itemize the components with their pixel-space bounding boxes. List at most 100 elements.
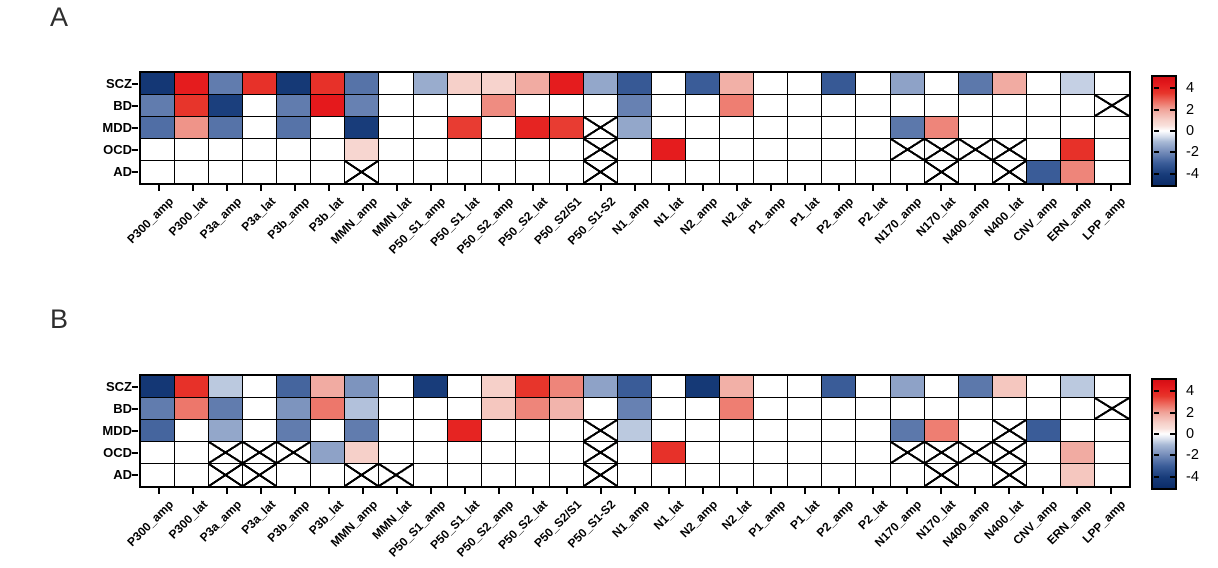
heatmap-cell <box>243 376 278 398</box>
colorbar-tick-label: 4 <box>1186 80 1195 97</box>
colorbar-tick <box>1153 172 1159 175</box>
heatmap-cell <box>1060 73 1095 95</box>
heatmap-cell <box>720 398 755 420</box>
x-axis-tick <box>668 185 671 191</box>
colorbar-tick-label: 4 <box>1186 383 1195 400</box>
x-axis-tick <box>1110 488 1113 494</box>
heatmap-cell <box>447 398 482 420</box>
heatmap-cell <box>311 442 346 464</box>
heatmap-cell <box>209 420 244 442</box>
heatmap-cell <box>992 376 1027 398</box>
heatmap-cell <box>345 139 380 161</box>
heatmap-cell <box>924 95 959 117</box>
heatmap-cell <box>311 376 346 398</box>
heatmap-cell <box>754 420 789 442</box>
heatmap-cell-x-marker <box>924 139 959 161</box>
colorbar-tick <box>1153 151 1159 154</box>
x-axis-tick <box>565 185 568 191</box>
heatmap-cell <box>924 73 959 95</box>
heatmap-cell <box>243 117 278 139</box>
heatmap-cell <box>617 442 653 464</box>
heatmap-cell <box>447 161 482 183</box>
heatmap-cell <box>413 376 448 398</box>
heatmap-cell <box>652 139 687 161</box>
colorbar-tick <box>1169 151 1175 154</box>
heatmap-cell <box>549 161 584 183</box>
heatmap-cell-x-marker <box>345 161 380 183</box>
x-axis-tick <box>225 185 228 191</box>
heatmap-cell <box>243 398 278 420</box>
heatmap-cell-x-marker <box>992 442 1027 464</box>
heatmap-b <box>139 374 1131 488</box>
heatmap-cell <box>549 464 584 486</box>
row-label-mdd: MDD <box>102 423 132 438</box>
heatmap-cell <box>720 376 755 398</box>
heatmap-cell-x-marker <box>277 442 312 464</box>
heatmap-cell <box>617 95 653 117</box>
heatmap-cell-x-marker <box>209 464 244 486</box>
x-axis-tick <box>804 488 807 494</box>
heatmap-cell <box>583 95 618 117</box>
heatmap-cell <box>413 117 448 139</box>
heatmap-cell <box>754 161 789 183</box>
heatmap-cell <box>481 139 516 161</box>
colorbar-tick-label: 0 <box>1186 123 1195 139</box>
heatmap-cell <box>890 117 925 139</box>
x-axis-tick <box>599 185 602 191</box>
heatmap-cell <box>175 73 210 95</box>
heatmap-cell <box>1060 376 1095 398</box>
heatmap-cell <box>515 117 550 139</box>
heatmap-cell <box>788 139 823 161</box>
x-axis-tick <box>191 488 194 494</box>
heatmap-cell <box>754 398 789 420</box>
heatmap-cell <box>822 464 857 486</box>
heatmap-cell <box>856 420 891 442</box>
x-axis-tick <box>736 488 739 494</box>
x-axis-tick <box>497 185 500 191</box>
heatmap-cell <box>720 161 755 183</box>
heatmap-cell <box>754 139 789 161</box>
x-axis-tick <box>463 488 466 494</box>
heatmap-cell <box>345 73 380 95</box>
heatmap-cell-x-marker <box>1094 398 1129 420</box>
heatmap-cell <box>379 73 414 95</box>
y-axis-tick <box>132 408 138 411</box>
x-axis-tick <box>395 488 398 494</box>
y-axis-tick <box>132 386 138 389</box>
heatmap-cell <box>243 139 278 161</box>
x-axis-tick <box>1042 185 1045 191</box>
heatmap-cell <box>958 117 993 139</box>
x-axis-tick <box>770 185 773 191</box>
heatmap-cell <box>1094 161 1129 183</box>
x-axis-tick <box>974 185 977 191</box>
heatmap-cell <box>686 442 721 464</box>
heatmap-cell <box>788 376 823 398</box>
x-axis-tick <box>259 185 262 191</box>
heatmap-cell <box>890 420 925 442</box>
heatmap-cell <box>1060 117 1095 139</box>
colorbar-tick-label: 2 <box>1186 404 1195 421</box>
heatmap-cell <box>311 398 346 420</box>
heatmap-cell <box>1026 161 1061 183</box>
heatmap-cell <box>209 139 244 161</box>
heatmap-cell <box>175 95 210 117</box>
x-axis-tick <box>429 185 432 191</box>
heatmap-cell-x-marker <box>379 464 414 486</box>
x-axis-tick <box>327 488 330 494</box>
heatmap-cell <box>243 420 278 442</box>
x-axis-tick <box>634 488 636 494</box>
colorbar-tick-label: -4 <box>1186 468 1199 485</box>
heatmap-cell <box>856 464 891 486</box>
heatmap-cell <box>277 398 312 420</box>
heatmap-cell <box>924 117 959 139</box>
row-label-mdd: MDD <box>102 120 132 135</box>
heatmap-cell <box>311 139 346 161</box>
heatmap-cell <box>686 376 721 398</box>
heatmap-cell <box>720 464 755 486</box>
colorbar-tick-label: -2 <box>1186 447 1199 464</box>
heatmap-cell-x-marker <box>924 161 959 183</box>
heatmap-cell <box>311 161 346 183</box>
x-axis-tick <box>940 185 943 191</box>
y-axis-tick <box>132 127 138 129</box>
heatmap-cell <box>1026 464 1061 486</box>
